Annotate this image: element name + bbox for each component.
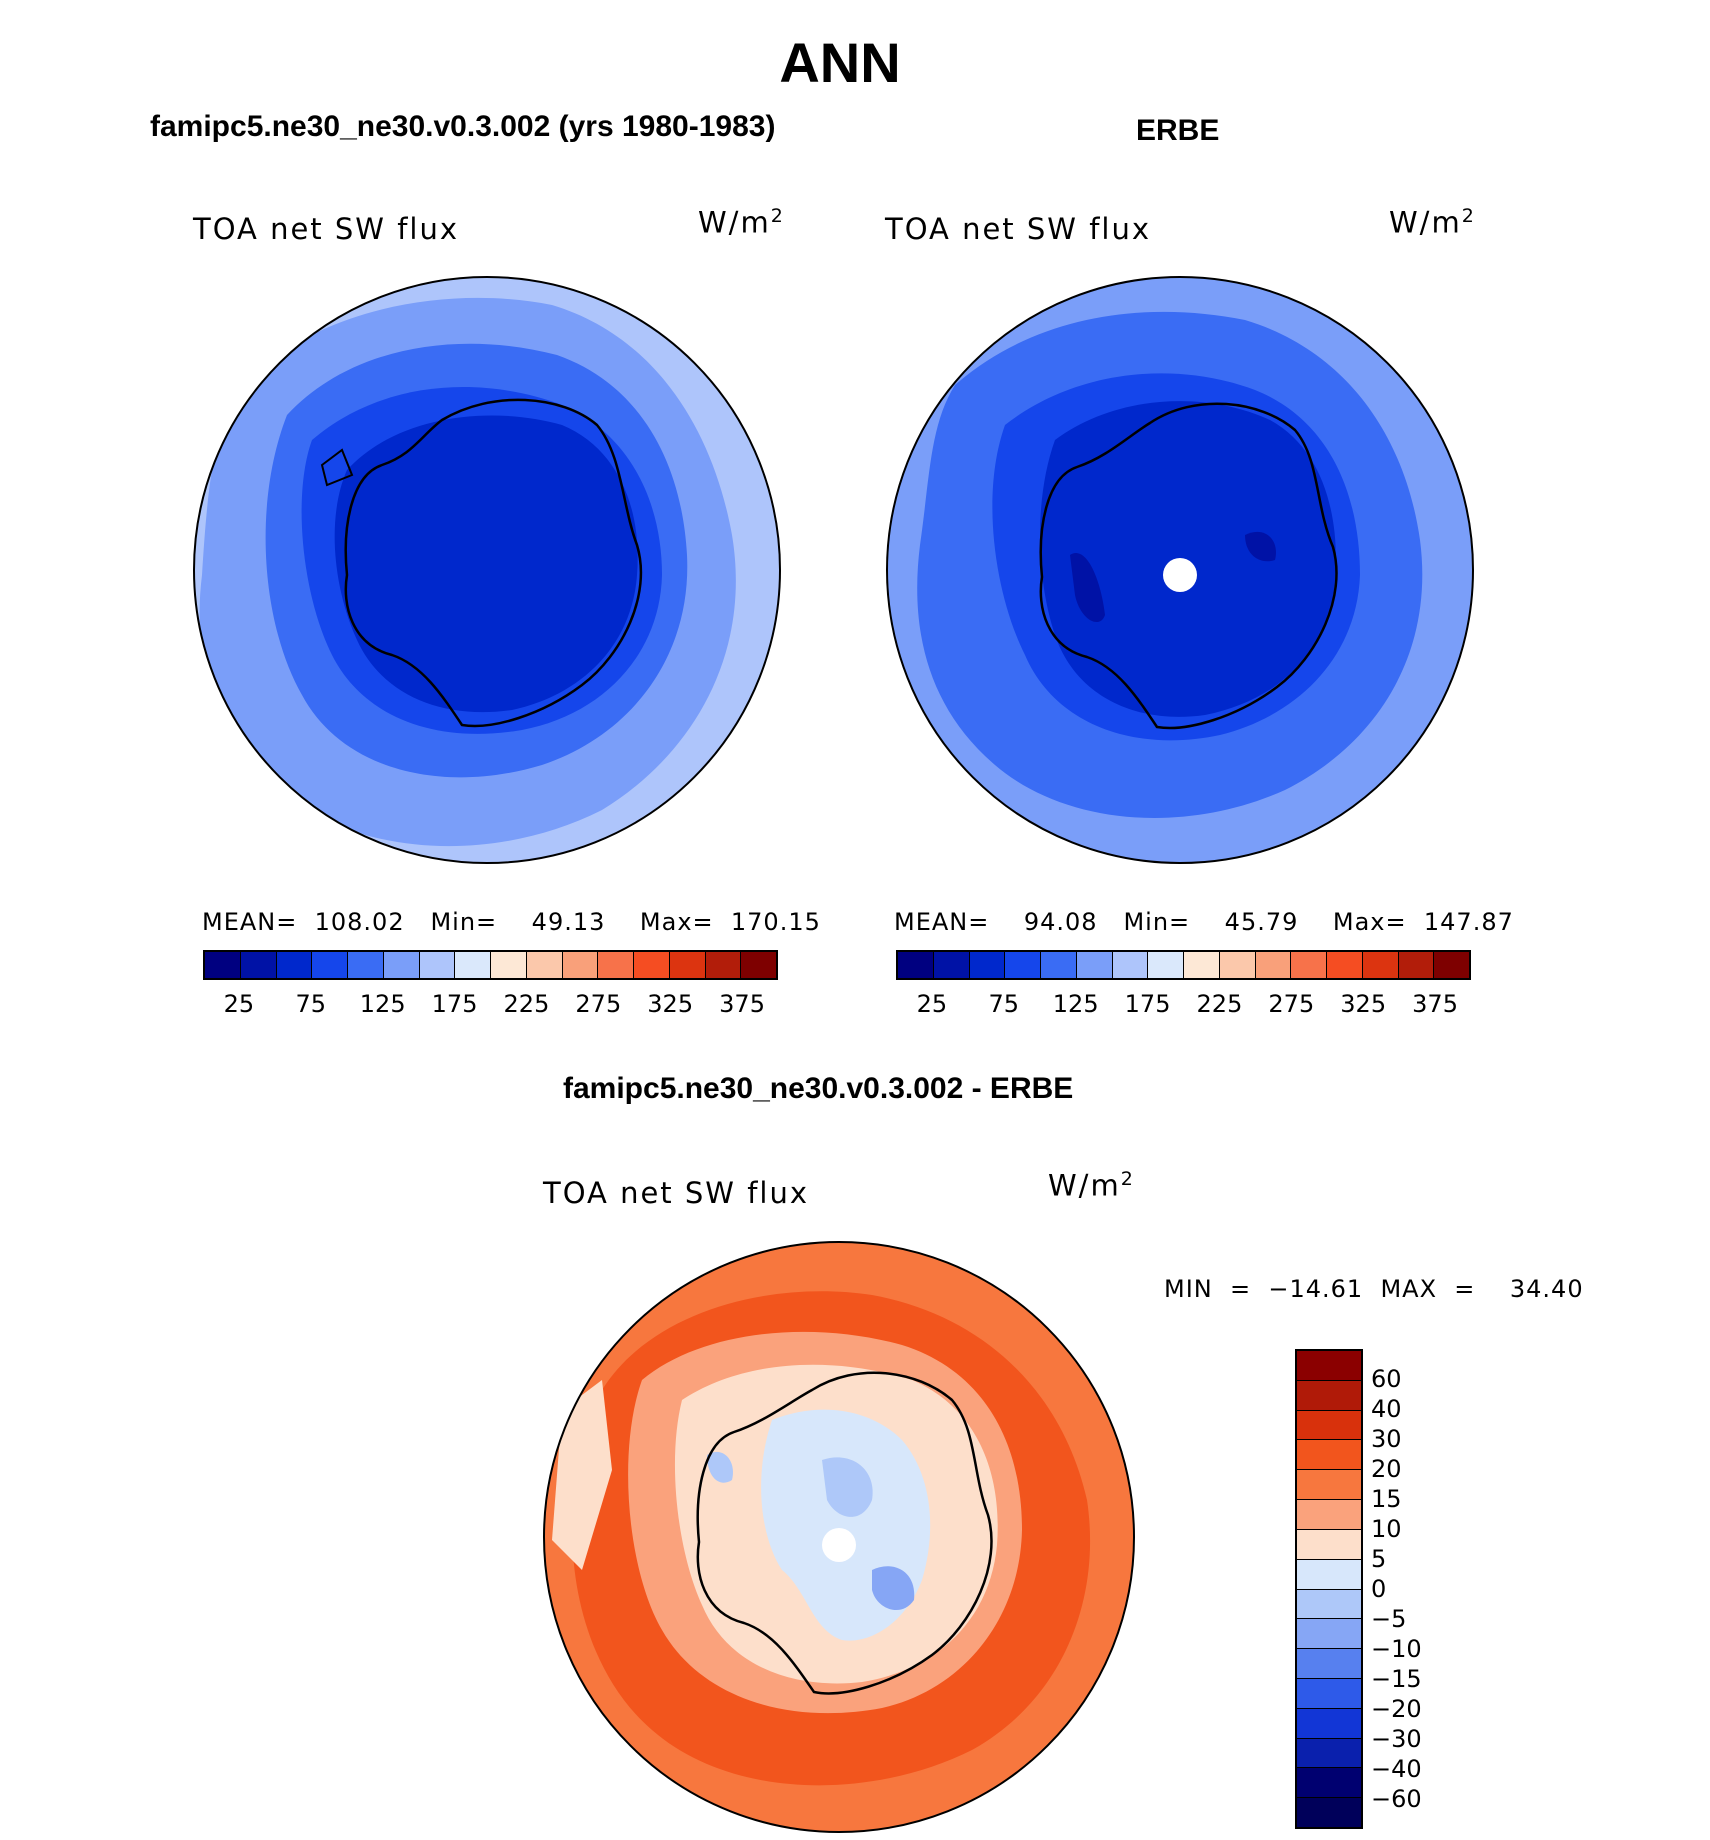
colorbar-tick-label: 125 bbox=[359, 990, 406, 1018]
colorbar-segment bbox=[1184, 952, 1220, 978]
colorbar-segment bbox=[1297, 1708, 1361, 1739]
model-polar-map bbox=[193, 276, 781, 864]
colorbar-tick-label: 10 bbox=[1371, 1515, 1402, 1543]
colorbar-tick-label: 325 bbox=[1340, 990, 1387, 1018]
colorbar-tick-label: 20 bbox=[1371, 1455, 1402, 1483]
colorbar-segment bbox=[348, 952, 384, 978]
obs-panel-title: ERBE bbox=[1136, 114, 1220, 147]
colorbar-tick-label: 75 bbox=[295, 990, 327, 1018]
obs-colorbar bbox=[896, 950, 1471, 980]
colorbar-tick-label: −30 bbox=[1371, 1725, 1422, 1753]
colorbar-tick-label: 25 bbox=[916, 990, 948, 1018]
model-variable-label: TOA net SW flux bbox=[193, 212, 460, 246]
colorbar-segment bbox=[526, 952, 563, 978]
colorbar-segment bbox=[1112, 952, 1149, 978]
colorbar-segment bbox=[933, 952, 970, 978]
colorbar-segment bbox=[240, 952, 277, 978]
colorbar-segment bbox=[1297, 1500, 1361, 1530]
colorbar-segment bbox=[1362, 952, 1399, 978]
colorbar-tick-label: 175 bbox=[1124, 990, 1171, 1018]
colorbar-segment bbox=[1041, 952, 1077, 978]
colorbar-tick-label: 40 bbox=[1371, 1395, 1402, 1423]
colorbar-segment bbox=[455, 952, 491, 978]
colorbar-segment bbox=[1219, 952, 1256, 978]
colorbar-segment bbox=[1434, 952, 1469, 978]
colorbar-segment bbox=[1297, 1649, 1361, 1679]
colorbar-segment bbox=[969, 952, 1006, 978]
colorbar-segment bbox=[1297, 1410, 1361, 1441]
colorbar-segment bbox=[1297, 1798, 1361, 1827]
colorbar-segment bbox=[1076, 952, 1113, 978]
colorbar-segment bbox=[1297, 1589, 1361, 1620]
colorbar-segment bbox=[1297, 1470, 1361, 1501]
colorbar-tick-label: −5 bbox=[1371, 1605, 1407, 1633]
colorbar-segment bbox=[1255, 952, 1292, 978]
colorbar-segment bbox=[276, 952, 313, 978]
colorbar-tick-label: 5 bbox=[1371, 1545, 1387, 1573]
obs-polar-map bbox=[886, 276, 1474, 864]
colorbar-segment bbox=[741, 952, 776, 978]
colorbar-segment bbox=[491, 952, 527, 978]
colorbar-tick-label: −10 bbox=[1371, 1635, 1422, 1663]
colorbar-tick-label: 375 bbox=[719, 990, 765, 1018]
colorbar-tick-label: 375 bbox=[1412, 990, 1458, 1018]
colorbar-segment bbox=[205, 952, 241, 978]
colorbar-tick-label: 25 bbox=[223, 990, 255, 1018]
model-panel-title: famipc5.ne30_ne30.v0.3.002 (yrs 1980-198… bbox=[150, 110, 776, 143]
colorbar-segment bbox=[705, 952, 742, 978]
colorbar-segment bbox=[1291, 952, 1327, 978]
colorbar-segment bbox=[1398, 952, 1435, 978]
colorbar-segment bbox=[1005, 952, 1041, 978]
colorbar-tick-label: 175 bbox=[431, 990, 478, 1018]
colorbar-segment bbox=[1297, 1738, 1361, 1769]
colorbar-segment bbox=[383, 952, 420, 978]
colorbar-segment bbox=[1297, 1619, 1361, 1650]
colorbar-segment bbox=[1148, 952, 1184, 978]
colorbar-segment bbox=[1297, 1380, 1361, 1411]
colorbar-segment bbox=[419, 952, 456, 978]
obs-variable-label: TOA net SW flux bbox=[885, 212, 1152, 246]
colorbar-tick-label: 30 bbox=[1371, 1425, 1402, 1453]
colorbar-tick-label: 15 bbox=[1371, 1485, 1402, 1513]
colorbar-segment bbox=[598, 952, 634, 978]
colorbar-tick-label: 75 bbox=[988, 990, 1020, 1018]
obs-stats: MEAN= 94.08 Min= 45.79 Max= 147.87 bbox=[894, 908, 1514, 936]
model-units-label: W/m2 bbox=[698, 205, 785, 240]
colorbar-tick-label: 60 bbox=[1371, 1365, 1402, 1393]
colorbar-segment bbox=[669, 952, 706, 978]
colorbar-tick-label: 225 bbox=[503, 990, 550, 1018]
diff-colorbar bbox=[1295, 1349, 1363, 1829]
colorbar-tick-label: −40 bbox=[1371, 1755, 1422, 1783]
colorbar-tick-label: 275 bbox=[1268, 990, 1315, 1018]
diff-panel-title: famipc5.ne30_ne30.v0.3.002 - ERBE bbox=[563, 1072, 1074, 1105]
colorbar-tick-label: −15 bbox=[1371, 1665, 1422, 1693]
colorbar-segment bbox=[562, 952, 599, 978]
colorbar-segment bbox=[312, 952, 348, 978]
model-stats: MEAN= 108.02 Min= 49.13 Max= 170.15 bbox=[202, 908, 821, 936]
colorbar-tick-label: −20 bbox=[1371, 1695, 1422, 1723]
colorbar-segment bbox=[1327, 952, 1363, 978]
diff-units-label: W/m2 bbox=[1048, 1168, 1135, 1203]
model-colorbar bbox=[203, 950, 778, 980]
colorbar-segment bbox=[898, 952, 934, 978]
colorbar-tick-label: 325 bbox=[647, 990, 694, 1018]
colorbar-segment bbox=[1297, 1768, 1361, 1799]
colorbar-tick-label: 225 bbox=[1196, 990, 1243, 1018]
colorbar-segment bbox=[634, 952, 670, 978]
colorbar-tick-label: 275 bbox=[575, 990, 622, 1018]
colorbar-segment bbox=[1297, 1440, 1361, 1471]
colorbar-tick-label: 125 bbox=[1052, 990, 1099, 1018]
colorbar-segment bbox=[1297, 1559, 1361, 1590]
diff-polar-map bbox=[543, 1241, 1135, 1833]
diff-variable-label: TOA net SW flux bbox=[543, 1176, 810, 1210]
figure-title: ANN bbox=[779, 31, 901, 94]
colorbar-tick-label: −60 bbox=[1371, 1785, 1422, 1813]
obs-units-label: W/m2 bbox=[1389, 205, 1476, 240]
diff-stats: MIN = −14.61 MAX = 34.40 bbox=[1164, 1275, 1584, 1303]
colorbar-segment bbox=[1297, 1678, 1361, 1709]
colorbar-segment bbox=[1297, 1529, 1361, 1560]
colorbar-tick-label: 0 bbox=[1371, 1575, 1387, 1603]
colorbar-segment bbox=[1297, 1351, 1361, 1381]
